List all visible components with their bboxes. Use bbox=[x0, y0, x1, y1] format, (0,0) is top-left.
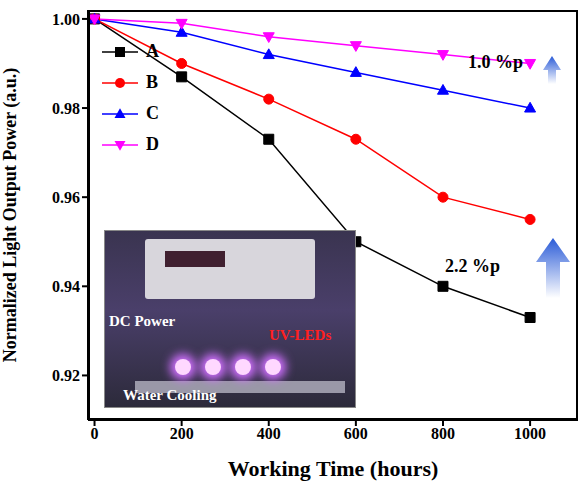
html-text:2.2 %p: 2.2 %p bbox=[445, 256, 500, 276]
svg-text:1000: 1000 bbox=[514, 425, 546, 442]
svg-text:0.96: 0.96 bbox=[52, 189, 80, 206]
html-text:C: C bbox=[146, 103, 159, 123]
svg-text:200: 200 bbox=[170, 425, 194, 442]
html-text:1.0 %p: 1.0 %p bbox=[468, 52, 523, 72]
html-text:A: A bbox=[146, 41, 159, 61]
svg-text:Normalized Light Output Power: Normalized Light Output Power (a.u.) bbox=[0, 68, 21, 363]
svg-text:0.98: 0.98 bbox=[52, 100, 80, 117]
html-text:Water Cooling: Water Cooling bbox=[123, 387, 217, 403]
svg-text:600: 600 bbox=[344, 425, 368, 442]
svg-text:400: 400 bbox=[257, 425, 281, 442]
svg-text:0.92: 0.92 bbox=[52, 367, 80, 384]
svg-text:Working Time (hours): Working Time (hours) bbox=[228, 456, 439, 481]
html-text:D: D bbox=[146, 134, 159, 154]
html-text:B: B bbox=[146, 72, 158, 92]
svg-text:0.94: 0.94 bbox=[52, 278, 80, 295]
svg-text:1.00: 1.00 bbox=[52, 11, 80, 28]
svg-text:800: 800 bbox=[431, 425, 455, 442]
html-text:UV-LEDs: UV-LEDs bbox=[269, 327, 332, 343]
html-text:DC Power: DC Power bbox=[109, 313, 176, 329]
svg-text:0: 0 bbox=[91, 425, 99, 442]
